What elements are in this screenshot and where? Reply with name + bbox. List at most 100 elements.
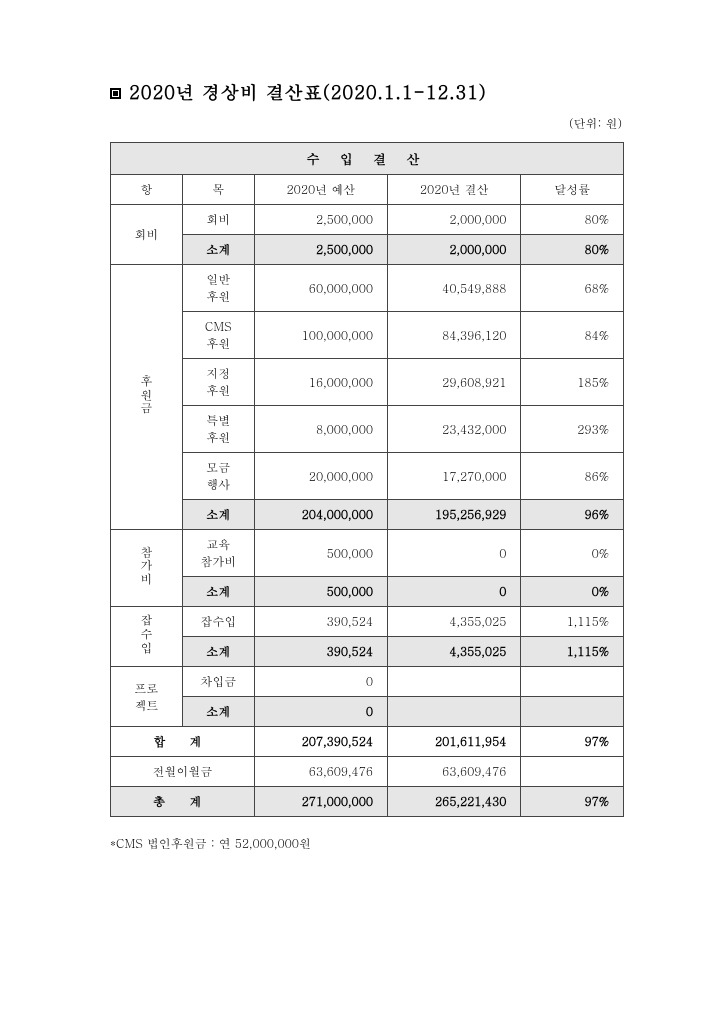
subtotal-label: 소계 bbox=[182, 697, 254, 727]
subtotal-rate bbox=[521, 697, 624, 727]
item-cell: 교육 참가비 bbox=[182, 530, 254, 577]
rate-cell: 0% bbox=[521, 530, 624, 577]
settlement-table: 수 입 결 산 항 목 2020년 예산 2020년 결산 달성률 회비 회비 … bbox=[110, 142, 624, 817]
item-cell: 회비 bbox=[182, 205, 254, 235]
table-row: 참가비 교육 참가비 500,000 0 0% bbox=[111, 530, 624, 577]
table-row: 지정 후원 16,000,000 29,608,921 185% bbox=[111, 359, 624, 406]
settle-cell: 84,396,120 bbox=[388, 312, 521, 359]
settle-cell: 2,000,000 bbox=[388, 205, 521, 235]
grand-total-row: 총 계 271,000,000 265,221,430 97% bbox=[111, 787, 624, 817]
bullet-icon bbox=[110, 88, 121, 99]
rate-cell bbox=[521, 667, 624, 697]
section-label-participation: 참가비 bbox=[111, 530, 183, 607]
sum-row: 합 계 207,390,524 201,611,954 97% bbox=[111, 727, 624, 757]
col-header-budget: 2020년 예산 bbox=[254, 175, 387, 205]
subtotal-rate: 96% bbox=[521, 500, 624, 530]
subtotal-settle: 195,256,929 bbox=[388, 500, 521, 530]
table-row: 모금 행사 20,000,000 17,270,000 86% bbox=[111, 453, 624, 500]
col-header-item: 목 bbox=[182, 175, 254, 205]
settle-cell: 4,355,025 bbox=[388, 607, 521, 637]
subtotal-label: 소계 bbox=[182, 637, 254, 667]
carry-rate bbox=[521, 757, 624, 787]
col-header-rate: 달성률 bbox=[521, 175, 624, 205]
document-page: 2020년 경상비 결산표(2020.1.1-12.31) (단위: 원) 수 … bbox=[0, 0, 724, 912]
table-row: 회비 회비 2,500,000 2,000,000 80% bbox=[111, 205, 624, 235]
budget-cell: 60,000,000 bbox=[254, 265, 387, 312]
rate-cell: 68% bbox=[521, 265, 624, 312]
sum-budget: 207,390,524 bbox=[254, 727, 387, 757]
table-row: 후원금 일반 후원 60,000,000 40,549,888 68% bbox=[111, 265, 624, 312]
page-title: 2020년 경상비 결산표(2020.1.1-12.31) bbox=[129, 80, 487, 105]
budget-cell: 8,000,000 bbox=[254, 406, 387, 453]
rate-cell: 293% bbox=[521, 406, 624, 453]
subtotal-label: 소계 bbox=[182, 235, 254, 265]
carry-row: 전월이월금 63,609,476 63,609,476 bbox=[111, 757, 624, 787]
settle-cell: 17,270,000 bbox=[388, 453, 521, 500]
settle-cell: 29,608,921 bbox=[388, 359, 521, 406]
section-label-project: 프로 젝트 bbox=[111, 667, 183, 727]
subtotal-row: 소계 0 bbox=[111, 697, 624, 727]
table-title: 수 입 결 산 bbox=[111, 143, 624, 175]
carry-budget: 63,609,476 bbox=[254, 757, 387, 787]
table-row: 특별 후원 8,000,000 23,432,000 293% bbox=[111, 406, 624, 453]
settle-cell bbox=[388, 667, 521, 697]
rate-cell: 185% bbox=[521, 359, 624, 406]
grand-settle: 265,221,430 bbox=[388, 787, 521, 817]
section-label-sponsor: 후원금 bbox=[111, 265, 183, 530]
item-cell: 지정 후원 bbox=[182, 359, 254, 406]
grand-budget: 271,000,000 bbox=[254, 787, 387, 817]
subtotal-rate: 1,115% bbox=[521, 637, 624, 667]
item-cell: 모금 행사 bbox=[182, 453, 254, 500]
subtotal-settle: 4,355,025 bbox=[388, 637, 521, 667]
col-header-settlement: 2020년 결산 bbox=[388, 175, 521, 205]
section-label-misc: 잡수입 bbox=[111, 607, 183, 667]
rate-cell: 80% bbox=[521, 205, 624, 235]
subtotal-row: 소계 204,000,000 195,256,929 96% bbox=[111, 500, 624, 530]
budget-cell: 500,000 bbox=[254, 530, 387, 577]
settle-cell: 0 bbox=[388, 530, 521, 577]
budget-cell: 100,000,000 bbox=[254, 312, 387, 359]
budget-cell: 390,524 bbox=[254, 607, 387, 637]
subtotal-settle: 2,000,000 bbox=[388, 235, 521, 265]
settle-cell: 40,549,888 bbox=[388, 265, 521, 312]
rate-cell: 86% bbox=[521, 453, 624, 500]
table-row: 잡수입 잡수입 390,524 4,355,025 1,115% bbox=[111, 607, 624, 637]
item-cell: CMS 후원 bbox=[182, 312, 254, 359]
subtotal-row: 소계 500,000 0 0% bbox=[111, 577, 624, 607]
subtotal-row: 소계 2,500,000 2,000,000 80% bbox=[111, 235, 624, 265]
subtotal-row: 소계 390,524 4,355,025 1,115% bbox=[111, 637, 624, 667]
item-cell: 일반 후원 bbox=[182, 265, 254, 312]
sum-rate: 97% bbox=[521, 727, 624, 757]
subtotal-budget: 0 bbox=[254, 697, 387, 727]
sum-label: 합 계 bbox=[111, 727, 255, 757]
table-title-row: 수 입 결 산 bbox=[111, 143, 624, 175]
subtotal-budget: 204,000,000 bbox=[254, 500, 387, 530]
table-header-row: 항 목 2020년 예산 2020년 결산 달성률 bbox=[111, 175, 624, 205]
subtotal-rate: 0% bbox=[521, 577, 624, 607]
col-header-category: 항 bbox=[111, 175, 183, 205]
grand-rate: 97% bbox=[521, 787, 624, 817]
grand-label: 총 계 bbox=[111, 787, 255, 817]
item-cell: 잡수입 bbox=[182, 607, 254, 637]
subtotal-budget: 500,000 bbox=[254, 577, 387, 607]
subtotal-settle: 0 bbox=[388, 577, 521, 607]
budget-cell: 16,000,000 bbox=[254, 359, 387, 406]
table-row: CMS 후원 100,000,000 84,396,120 84% bbox=[111, 312, 624, 359]
subtotal-rate: 80% bbox=[521, 235, 624, 265]
budget-cell: 20,000,000 bbox=[254, 453, 387, 500]
carry-settle: 63,609,476 bbox=[388, 757, 521, 787]
budget-cell: 2,500,000 bbox=[254, 205, 387, 235]
rate-cell: 1,115% bbox=[521, 607, 624, 637]
title-row: 2020년 경상비 결산표(2020.1.1-12.31) bbox=[110, 80, 624, 105]
sum-settle: 201,611,954 bbox=[388, 727, 521, 757]
carry-label: 전월이월금 bbox=[111, 757, 255, 787]
section-label-fee: 회비 bbox=[111, 205, 183, 265]
footnote: *CMS 법인후원금 : 연 52,000,000원 bbox=[110, 835, 624, 852]
subtotal-label: 소계 bbox=[182, 577, 254, 607]
item-cell: 특별 후원 bbox=[182, 406, 254, 453]
subtotal-label: 소계 bbox=[182, 500, 254, 530]
item-cell: 차입금 bbox=[182, 667, 254, 697]
table-row: 프로 젝트 차입금 0 bbox=[111, 667, 624, 697]
budget-cell: 0 bbox=[254, 667, 387, 697]
subtotal-budget: 390,524 bbox=[254, 637, 387, 667]
